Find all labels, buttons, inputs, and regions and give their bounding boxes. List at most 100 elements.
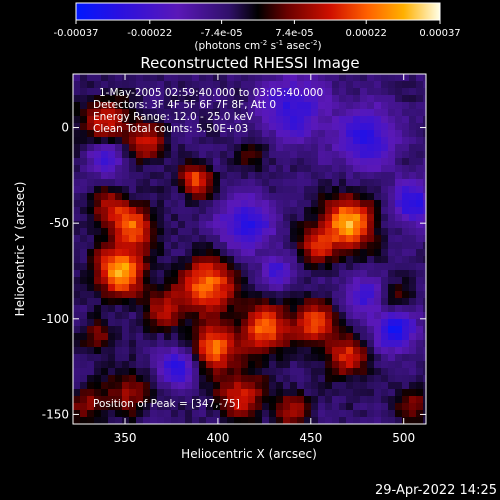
heatmap-cell [416,193,424,201]
heatmap-cell [395,116,403,124]
heatmap-cell [304,263,312,271]
heatmap-cell [248,228,256,236]
heatmap-cell [402,172,410,180]
heatmap-cell [304,116,312,124]
heatmap-cell [80,361,88,369]
heatmap-cell [178,158,186,166]
heatmap-cell [241,102,249,110]
heatmap-cell [178,312,186,320]
heatmap-cell [360,116,368,124]
heatmap-cell [136,298,144,306]
heatmap-cell [129,347,137,355]
heatmap-cell [360,81,368,89]
heatmap-cell [416,403,424,411]
heatmap-cell [108,417,116,424]
heatmap-cell [234,396,242,404]
heatmap-cell [381,396,389,404]
heatmap-cell [276,361,284,369]
heatmap-cell [311,277,319,285]
heatmap-cell [157,375,165,383]
heatmap-cell [143,333,151,341]
heatmap-cell [248,214,256,222]
heatmap-cell [199,277,207,285]
heatmap-cell [353,116,361,124]
heatmap-cell [402,130,410,138]
heatmap-cell [136,389,144,397]
heatmap-cell [262,277,270,285]
heatmap-cell [402,74,410,82]
heatmap-cell [108,284,116,292]
heatmap-cell [241,368,249,376]
heatmap-cell [87,144,95,152]
heatmap-cell [297,312,305,320]
heatmap-cell [171,319,179,327]
heatmap-cell [325,340,333,348]
heatmap-cell [381,130,389,138]
heatmap-cell [87,200,95,208]
heatmap-cell [395,242,403,250]
heatmap-cell [227,361,235,369]
heatmap-cell [206,403,214,411]
heatmap-cell [409,382,417,390]
heatmap-cell [206,382,214,390]
heatmap-cell [388,340,396,348]
heatmap-cell [276,172,284,180]
heatmap-cell [297,382,305,390]
heatmap-cell [108,312,116,320]
heatmap-cell [241,172,249,180]
heatmap-cell [311,284,319,292]
heatmap-cell [318,277,326,285]
heatmap-cell [381,137,389,145]
heatmap-cell [171,403,179,411]
heatmap-cell [283,354,291,362]
heatmap-cell [178,102,186,110]
heatmap-cell [136,165,144,173]
heatmap-cell [423,179,426,187]
heatmap-cell [164,340,172,348]
heatmap-cell [213,361,221,369]
heatmap-cell [234,389,242,397]
heatmap-cell [360,326,368,334]
heatmap-cell [122,165,130,173]
annotation-peak-position: Position of Peak = [347,-75] [93,398,240,410]
heatmap-cell [304,144,312,152]
heatmap-cell [353,193,361,201]
heatmap-cell [185,382,193,390]
heatmap-cell [304,81,312,89]
plot-frame [72,73,427,425]
heatmap-cell [150,158,158,166]
heatmap-cell [388,242,396,250]
heatmap-cell [248,235,256,243]
heatmap-cell [143,354,151,362]
heatmap-cell [206,368,214,376]
heatmap-cell [94,102,102,110]
heatmap-cell [269,277,277,285]
heatmap-cell [164,382,172,390]
heatmap-cell [339,158,347,166]
heatmap-cell [73,186,81,194]
heatmap-cell [248,277,256,285]
heatmap-cell [122,389,130,397]
heatmap-cell [234,326,242,334]
heatmap-cell [80,354,88,362]
heatmap-cell [416,312,424,320]
heatmap-cell [185,151,193,159]
heatmap-cell [290,228,298,236]
heatmap-cell [381,214,389,222]
heatmap-cell [402,354,410,362]
heatmap-cell [199,368,207,376]
heatmap-cell [192,137,200,145]
heatmap-cell [416,74,424,82]
heatmap-cell [346,347,354,355]
heatmap-cell [206,102,214,110]
heatmap-cell [94,417,102,424]
heatmap-cell [311,214,319,222]
heatmap-cell [101,116,109,124]
heatmap-cell [171,277,179,285]
heatmap-cell [416,319,424,327]
heatmap-cell [227,333,235,341]
heatmap-cell [157,417,165,424]
heatmap-cell [157,214,165,222]
heatmap-cell [255,109,263,117]
heatmap-cell [332,368,340,376]
